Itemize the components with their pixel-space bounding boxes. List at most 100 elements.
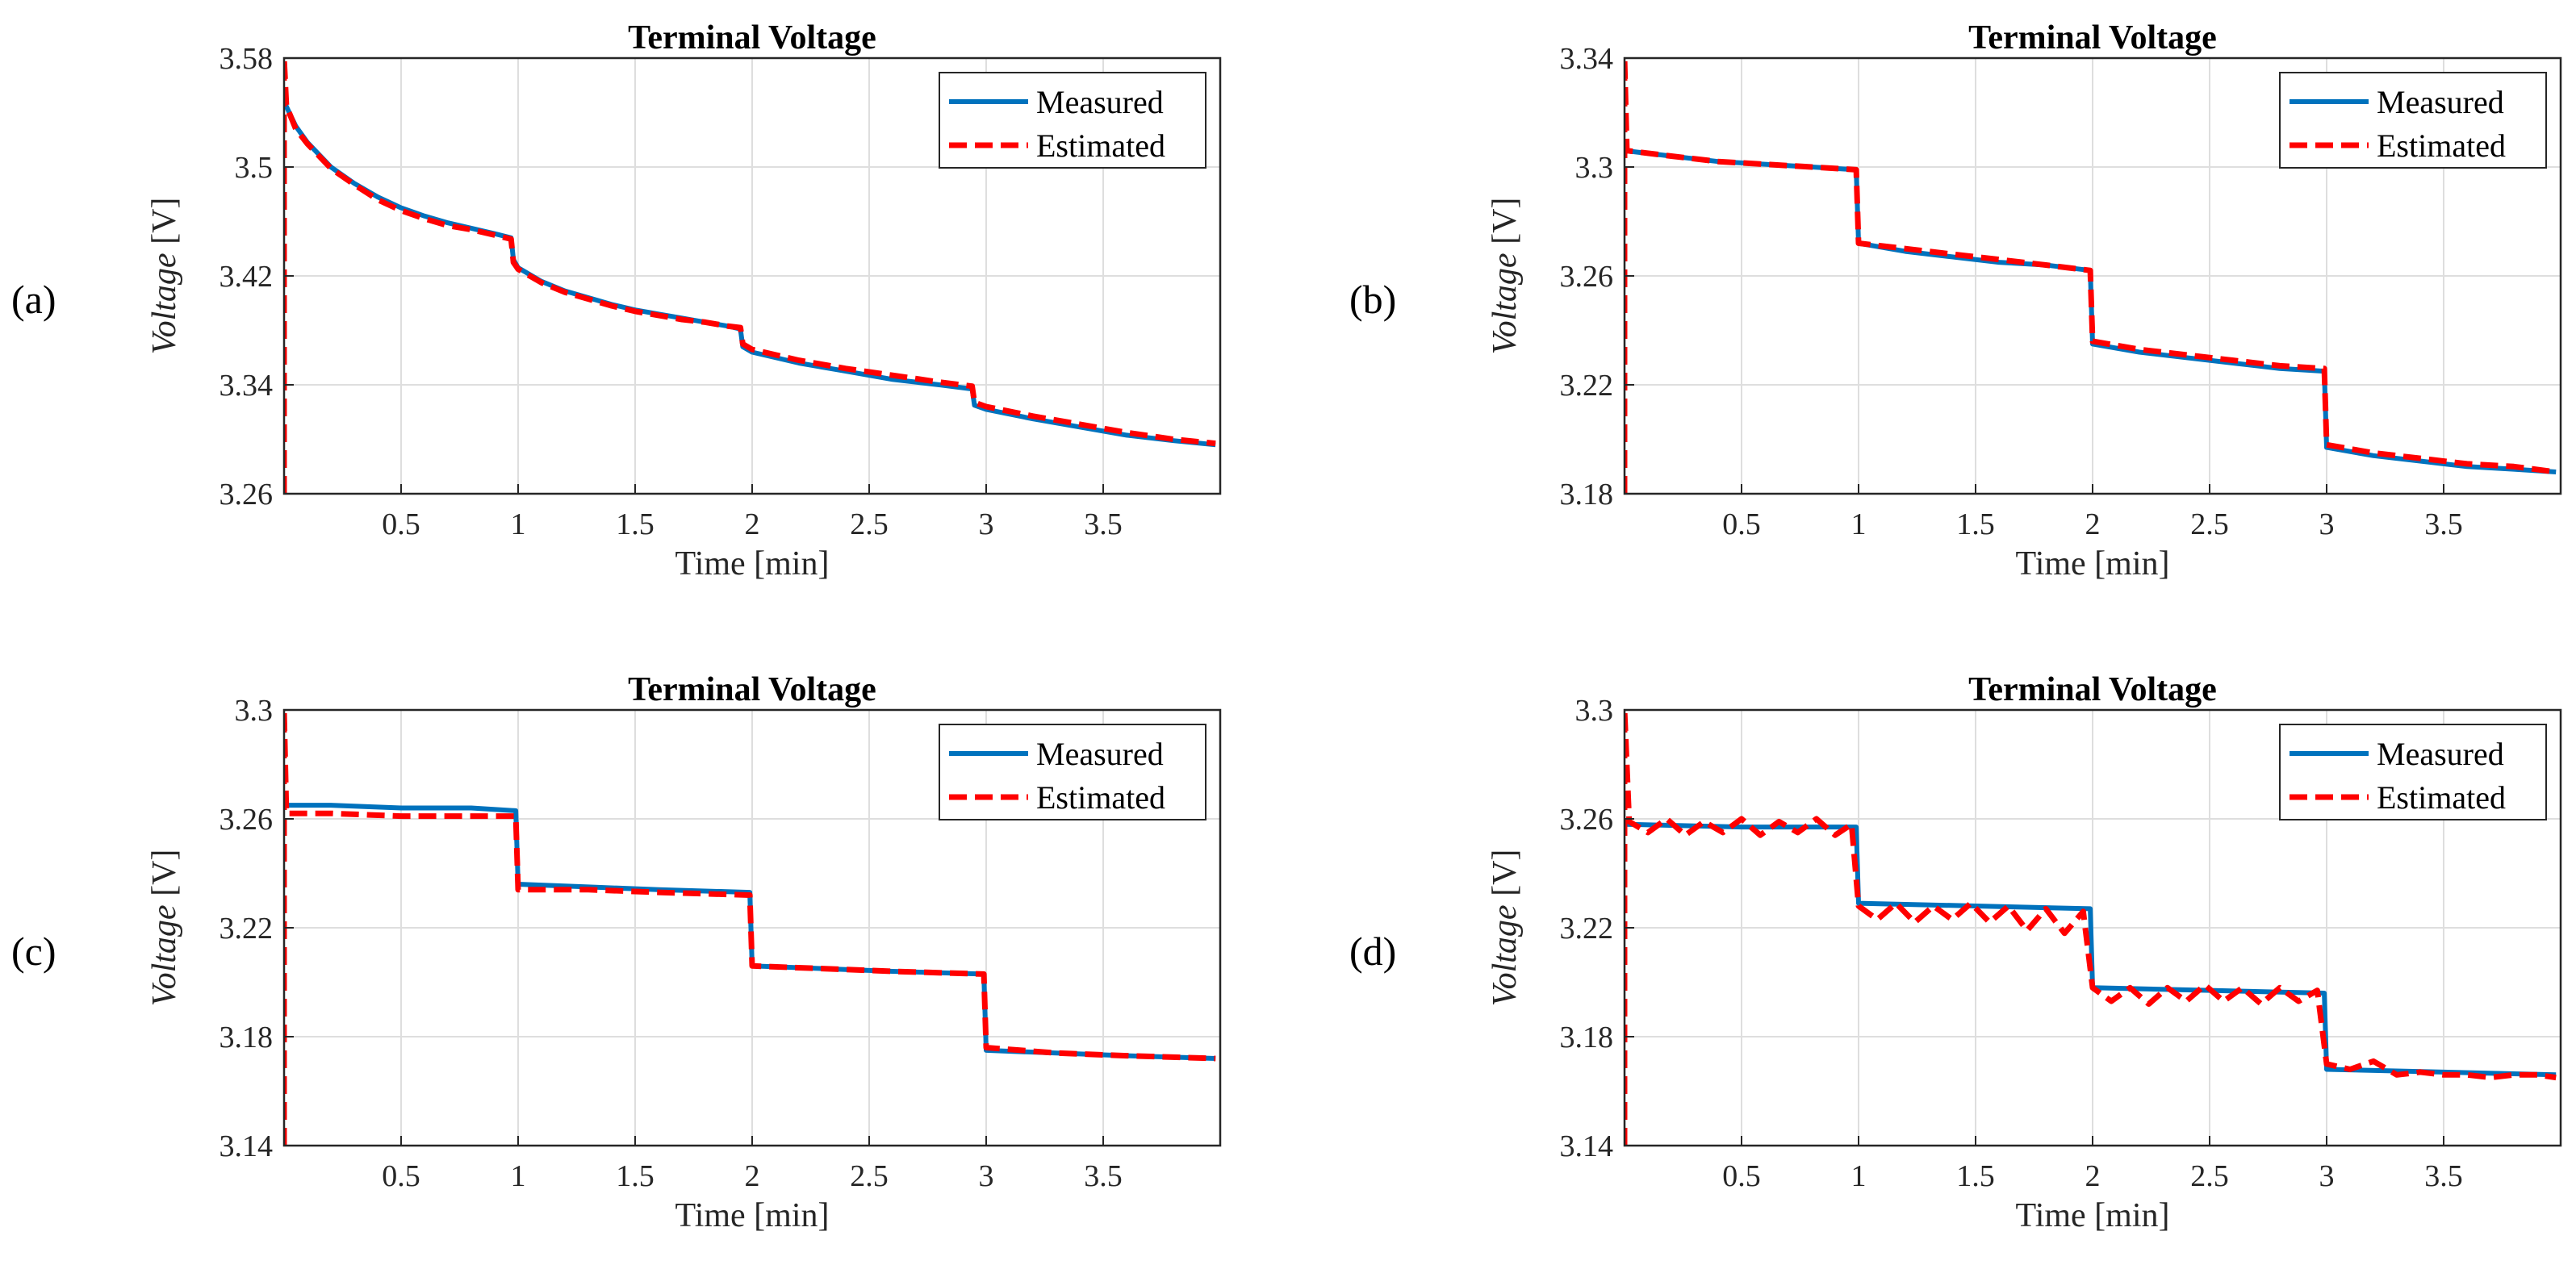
- y-tick-label: 3.26: [220, 478, 274, 511]
- panel-b: (b) Terminal Voltage 0.5 1 1.5 2 2.5 3 3.5 3.18…: [1349, 19, 2562, 582]
- y-axis-label-italic: Voltage: [146, 904, 183, 1006]
- series-line-estimated: [1625, 710, 2557, 1146]
- series-layer: [284, 58, 1216, 494]
- legend-box: [939, 72, 1206, 169]
- x-axis-label: Time [min]: [675, 545, 830, 582]
- y-tick-label: 3.18: [1560, 478, 1614, 511]
- x-tick-label: 2: [2085, 507, 2101, 541]
- legend-label-estimated: Estimated: [1036, 127, 1165, 164]
- legend-box: [2279, 72, 2547, 169]
- legend-label-measured: Measured: [2377, 84, 2504, 120]
- y-tick-label: 3.42: [220, 260, 274, 294]
- legend-label-measured: Measured: [2377, 736, 2504, 772]
- tick-layer: 0.5 1 1.5 2 2.5 3 3.5 3.14 3.18 3.22 3.26 3.3: [220, 694, 1123, 1193]
- x-tick-label: 3.5: [2424, 1159, 2463, 1193]
- y-tick-label: 3.5: [235, 151, 274, 185]
- series-line-estimated: [284, 58, 1216, 494]
- y-axis-label-unit: [V]: [1487, 198, 1524, 253]
- x-tick-label: 1.5: [1956, 1159, 1995, 1193]
- y-axis-label-unit: [V]: [146, 198, 183, 253]
- x-tick-label: 2: [745, 507, 760, 541]
- legend: Measured Estimated: [939, 72, 1206, 169]
- x-tick-label: 3: [979, 1159, 994, 1193]
- x-tick-label: 1: [511, 507, 526, 541]
- y-tick-label: 3.22: [220, 912, 274, 946]
- legend: Measured Estimated: [2279, 72, 2547, 169]
- panel-label: (a): [11, 277, 56, 322]
- y-axis-label: Voltage [V]: [146, 850, 183, 1007]
- legend-label-estimated: Estimated: [2377, 127, 2506, 164]
- x-tick-label: 3: [979, 507, 994, 541]
- x-tick-label: 2.5: [2190, 507, 2229, 541]
- y-tick-label: 3.14: [220, 1129, 274, 1163]
- y-tick-label: 3.26: [1560, 803, 1614, 837]
- y-axis-label: Voltage [V]: [146, 198, 183, 355]
- x-tick-label: 1.5: [616, 507, 654, 541]
- series-layer: [284, 710, 1216, 1146]
- x-tick-label: 2.5: [2190, 1159, 2229, 1193]
- chart-title: Terminal Voltage: [1968, 19, 2217, 56]
- y-tick-label: 3.58: [220, 42, 274, 76]
- panel-d: (d) Terminal Voltage 0.5 1 1.5 2 2.5 3 3.5 3.14…: [1349, 671, 2562, 1234]
- y-tick-label: 3.18: [1560, 1021, 1614, 1054]
- legend-label-measured: Measured: [1036, 736, 1164, 772]
- y-tick-label: 3.22: [1560, 369, 1614, 403]
- series-line-measured: [1625, 148, 2557, 474]
- x-axis-label: Time [min]: [2016, 1197, 2170, 1234]
- x-tick-label: 3: [2319, 1159, 2335, 1193]
- series-layer: [1625, 58, 2557, 494]
- y-tick-label: 3.26: [1560, 260, 1614, 294]
- x-tick-label: 2: [745, 1159, 760, 1193]
- x-tick-label: 0.5: [382, 1159, 420, 1193]
- y-tick-label: 3.22: [1560, 912, 1614, 946]
- legend-label-estimated: Estimated: [2377, 779, 2506, 816]
- series-layer: [1625, 710, 2557, 1146]
- tick-layer: 0.5 1 1.5 2 2.5 3 3.5 3.18 3.22 3.26 3.3 3.34: [1560, 42, 2463, 541]
- y-tick-label: 3.34: [220, 369, 274, 403]
- y-axis-label-italic: Voltage: [1487, 253, 1524, 354]
- x-tick-label: 2.5: [850, 507, 889, 541]
- x-tick-label: 1.5: [1956, 507, 1995, 541]
- tick-layer: 0.5 1 1.5 2 2.5 3 3.5 3.26 3.34 3.42 3.5 3.58: [220, 42, 1123, 541]
- tick-layer: 0.5 1 1.5 2 2.5 3 3.5 3.14 3.18 3.22 3.26 3.3: [1560, 694, 2463, 1193]
- legend-label-measured: Measured: [1036, 84, 1164, 120]
- series-line-estimated: [284, 710, 1216, 1146]
- x-tick-label: 2: [2085, 1159, 2101, 1193]
- x-tick-label: 1: [511, 1159, 526, 1193]
- x-axis-label: Time [min]: [2016, 545, 2170, 582]
- y-axis-label-unit: [V]: [1487, 850, 1524, 905]
- legend: Measured Estimated: [939, 724, 1206, 820]
- legend: Measured Estimated: [2279, 724, 2547, 820]
- x-axis-label: Time [min]: [675, 1197, 830, 1234]
- x-tick-label: 2.5: [850, 1159, 889, 1193]
- x-tick-label: 0.5: [1722, 507, 1761, 541]
- y-tick-label: 3.34: [1560, 42, 1614, 76]
- y-tick-label: 3.26: [220, 803, 274, 837]
- x-tick-label: 3.5: [1084, 507, 1123, 541]
- x-tick-label: 1.5: [616, 1159, 654, 1193]
- legend-label-estimated: Estimated: [1036, 779, 1165, 816]
- panel-label: (d): [1349, 929, 1396, 974]
- panel-label: (c): [11, 929, 56, 974]
- y-axis-label-unit: [V]: [146, 850, 183, 905]
- x-tick-label: 3: [2319, 507, 2335, 541]
- y-tick-label: 3.18: [220, 1021, 274, 1054]
- x-tick-label: 0.5: [382, 507, 420, 541]
- x-tick-label: 1: [1851, 507, 1867, 541]
- legend-box: [939, 724, 1206, 820]
- panel-label: (b): [1349, 277, 1396, 322]
- y-tick-label: 3.3: [235, 694, 274, 728]
- y-axis-label-italic: Voltage: [1487, 904, 1524, 1006]
- x-tick-label: 3.5: [2424, 507, 2463, 541]
- y-axis-label-italic: Voltage: [146, 253, 183, 354]
- y-tick-label: 3.14: [1560, 1129, 1614, 1163]
- y-tick-label: 3.3: [1575, 694, 1614, 728]
- series-line-estimated: [1625, 58, 2557, 494]
- panel-c: (c) Terminal Voltage 0.5 1 1.5 2 2.5 3 3.5 3.14…: [11, 671, 1222, 1234]
- x-tick-label: 1: [1851, 1159, 1867, 1193]
- chart-title: Terminal Voltage: [628, 19, 876, 56]
- y-axis-label: Voltage [V]: [1487, 850, 1524, 1007]
- chart-title: Terminal Voltage: [1968, 671, 2217, 708]
- x-tick-label: 3.5: [1084, 1159, 1123, 1193]
